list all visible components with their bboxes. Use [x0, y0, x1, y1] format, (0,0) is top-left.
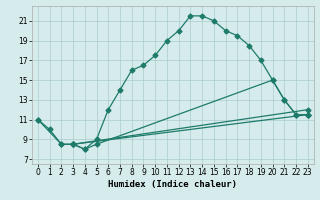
X-axis label: Humidex (Indice chaleur): Humidex (Indice chaleur)	[108, 180, 237, 189]
